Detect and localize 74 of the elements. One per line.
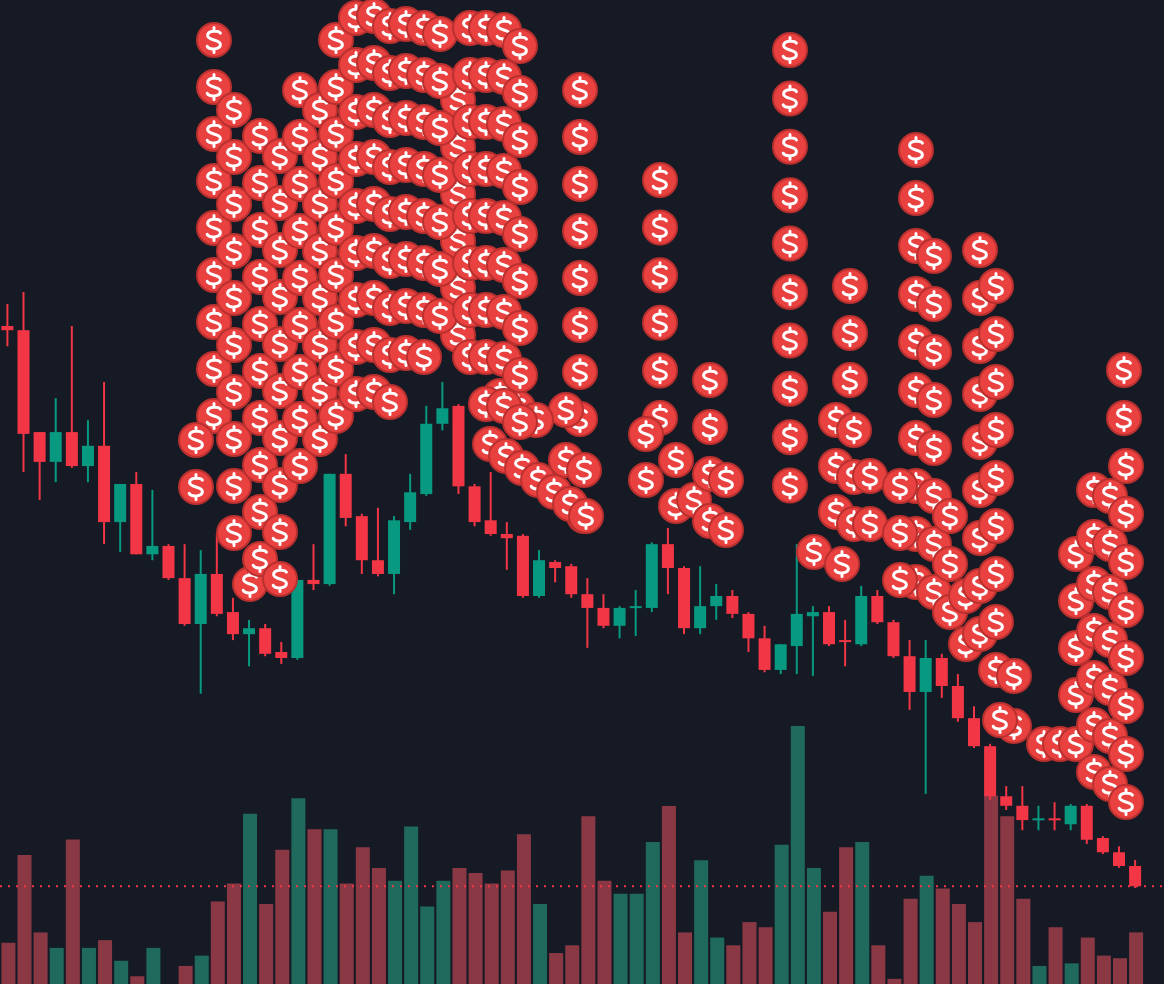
candlestick (839, 618, 852, 668)
bar (146, 947, 161, 984)
candlestick (758, 624, 771, 674)
candlestick (533, 549, 546, 599)
bar (114, 960, 129, 984)
bar (1064, 963, 1079, 984)
candlestick (404, 472, 417, 531)
candlestick (1048, 801, 1061, 832)
candlestick (1064, 803, 1077, 832)
candlestick (243, 618, 256, 668)
candlestick (371, 506, 384, 578)
candlestick (742, 611, 755, 654)
bar (533, 904, 548, 984)
candlestick (468, 482, 481, 528)
bar (243, 813, 258, 984)
bar (49, 947, 64, 984)
bar (81, 947, 96, 984)
candlestick (1113, 845, 1125, 869)
bar (291, 798, 306, 984)
candlestick (1000, 785, 1013, 811)
candlestick (1080, 803, 1093, 845)
candlestick (694, 565, 707, 636)
candlestick (162, 543, 175, 581)
candlestick (726, 589, 739, 620)
bar (65, 839, 80, 984)
candlestick (436, 381, 449, 432)
candlestick (871, 589, 884, 626)
bar (98, 940, 113, 984)
candlestick (823, 605, 836, 648)
candlestick (549, 559, 562, 584)
candlestick (484, 471, 497, 537)
candlestick (114, 482, 127, 553)
candlestick (806, 605, 819, 677)
candlestick (790, 543, 803, 676)
bar (130, 976, 145, 984)
bar (855, 842, 870, 984)
candlestick (178, 543, 191, 627)
candlestick (1032, 804, 1045, 832)
candlestick (1016, 785, 1029, 832)
candlestick (951, 673, 964, 723)
bar (1032, 965, 1047, 984)
bar (178, 965, 193, 984)
candlestick (259, 623, 272, 658)
candlestick (275, 640, 288, 665)
candlestick (1, 302, 14, 348)
candlestick (81, 419, 94, 484)
bar (1048, 927, 1063, 984)
candlestick (339, 453, 352, 528)
candlestick (968, 705, 981, 749)
bar (194, 955, 209, 984)
bar (323, 829, 338, 984)
candlestick (629, 589, 642, 637)
candlestick (49, 397, 62, 484)
candlestick (500, 521, 513, 571)
candlestick (146, 488, 159, 562)
bar (919, 875, 934, 984)
candlestick (919, 639, 932, 795)
candlestick (661, 527, 674, 596)
candlestick (210, 533, 223, 618)
candlestick (307, 543, 320, 592)
candlestick (355, 512, 368, 575)
candlestick (597, 593, 610, 630)
candlestick (226, 596, 239, 642)
candlestick (935, 652, 948, 699)
candlestick (65, 325, 78, 469)
candlestick (903, 639, 916, 711)
candlestick (33, 431, 46, 502)
candlestick (581, 577, 594, 649)
candlestick (774, 643, 787, 676)
candlestick (565, 562, 578, 599)
candlestick (710, 583, 723, 621)
candlestick (613, 605, 626, 640)
bar (307, 829, 322, 984)
candlestick (887, 618, 900, 659)
